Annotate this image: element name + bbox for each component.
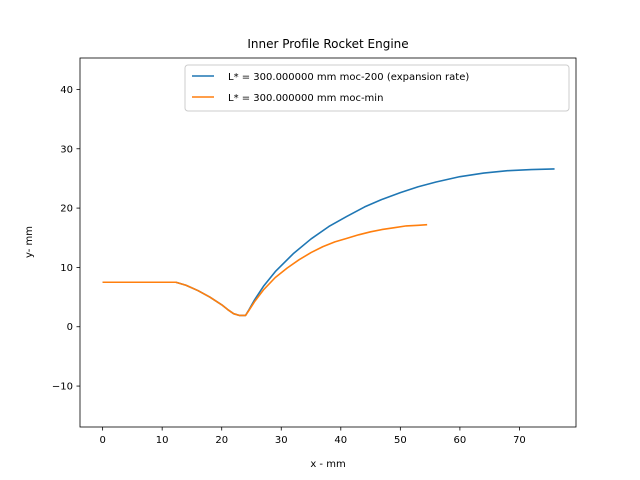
plot-area bbox=[80, 58, 576, 427]
x-tick-label: 10 bbox=[156, 435, 169, 446]
y-tick-label: 10 bbox=[60, 263, 73, 274]
y-tick-label: 20 bbox=[60, 204, 73, 215]
x-tick-label: 20 bbox=[215, 435, 228, 446]
legend: L* = 300.000000 mm moc-200 (expansion ra… bbox=[184, 64, 570, 112]
y-tick-label: −10 bbox=[52, 382, 73, 393]
y-tick-label: 0 bbox=[67, 322, 73, 333]
series-layer bbox=[102, 168, 555, 317]
x-tick-label: 60 bbox=[454, 435, 467, 446]
plot-border bbox=[79, 57, 577, 428]
y-tick-label: 30 bbox=[60, 144, 73, 155]
x-tick-label: 50 bbox=[394, 435, 407, 446]
series-line-2 bbox=[102, 223, 428, 317]
y-axis-label: y- mm bbox=[24, 226, 35, 258]
x-axis-label: x - mm bbox=[310, 459, 345, 470]
legend-box bbox=[184, 64, 570, 112]
ticks-layer: 0 10 20 30 40 50 60 70 −10 0 10 20 30 40 bbox=[52, 85, 526, 446]
legend-label-1: L* = 300.000000 mm moc-200 (expansion ra… bbox=[228, 72, 469, 83]
x-tick-label: 30 bbox=[275, 435, 288, 446]
x-tick-label: 40 bbox=[334, 435, 347, 446]
legend-label-2: L* = 300.000000 mm moc-min bbox=[228, 93, 383, 104]
x-tick-label: 0 bbox=[99, 435, 105, 446]
y-tick-label: 40 bbox=[60, 85, 73, 96]
x-tick-label: 70 bbox=[513, 435, 526, 446]
chart-title: Inner Profile Rocket Engine bbox=[247, 37, 408, 51]
